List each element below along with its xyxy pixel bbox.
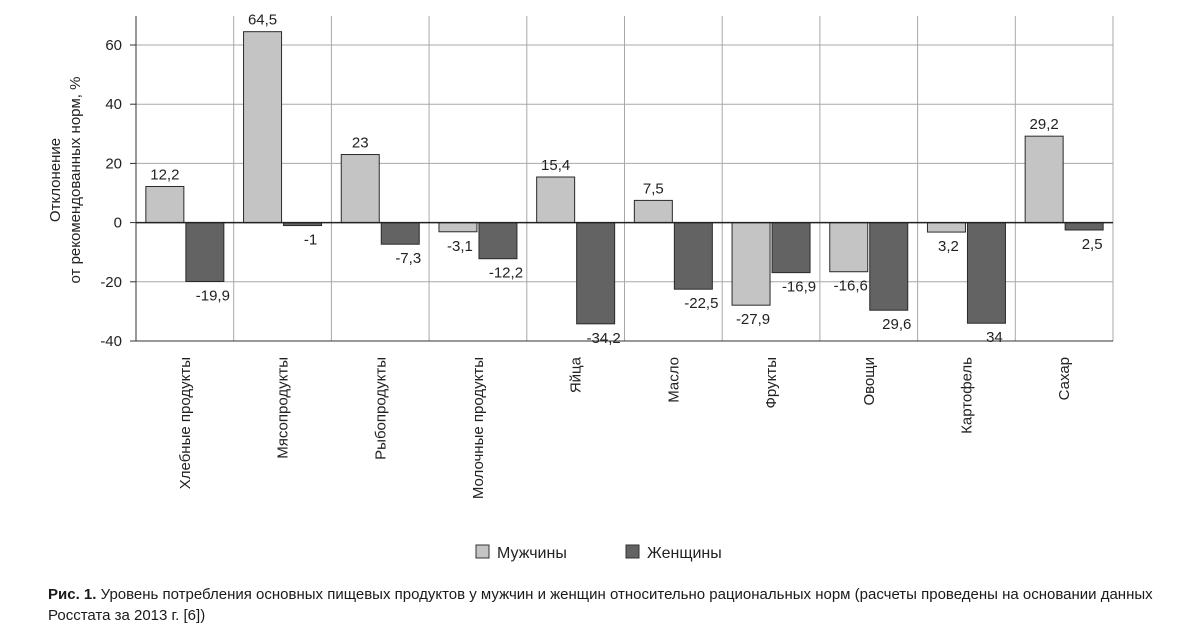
data-label-men: 7,5: [643, 180, 664, 197]
y-tick-label: 0: [114, 215, 122, 232]
data-label-men: -16,6: [834, 278, 868, 295]
data-label-men: 23: [352, 135, 369, 152]
data-labels: 12,2 64,5 23 -3,1 15,4 7,5 -27,9 -16,6 3,2 29,2 -1…: [150, 12, 1102, 347]
x-category-label: Молочные продукты: [470, 357, 487, 499]
bar-women: [673, 222, 713, 290]
bar-men: [731, 222, 771, 306]
data-label-women: -7,3: [395, 250, 421, 267]
x-category-label: Сахар: [1056, 357, 1073, 400]
data-label-men: 29,2: [1030, 116, 1059, 133]
data-label-men: 64,5: [248, 12, 277, 29]
legend: Мужчины Женщины: [475, 544, 722, 562]
bar-women: [1064, 222, 1104, 231]
bar-women: [771, 222, 811, 274]
figure-caption: Рис. 1. Уровень потребления основных пищ…: [48, 584, 1168, 626]
bar-men: [829, 222, 869, 273]
caption-text: Уровень потребления основных пищевых про…: [48, 586, 1153, 624]
axes: -40 -20 0 20 40 60 Хлебные продукты Мясопродукт…: [100, 16, 1113, 499]
data-label-men: 15,4: [541, 157, 570, 174]
bars: [145, 31, 1104, 325]
x-category-label: Фрукты: [763, 357, 780, 408]
bar-women: [185, 222, 225, 283]
legend-label-men: Мужчины: [497, 545, 567, 562]
x-category-label: Мясопродукты: [275, 357, 292, 459]
data-label-men: 3,2: [938, 238, 959, 255]
bar-men: [340, 154, 380, 224]
bar-women: [869, 222, 909, 311]
legend-label-women: Женщины: [647, 545, 722, 562]
x-category-label: Овощи: [861, 357, 878, 406]
gridlines: [136, 16, 1114, 342]
x-category-label: Масло: [665, 357, 682, 403]
y-tick-label: -20: [100, 274, 122, 291]
bar-men: [633, 199, 673, 224]
data-label-men: -3,1: [447, 238, 473, 255]
y-tick-label: 60: [105, 37, 122, 54]
legend-swatch-women: [625, 544, 640, 559]
data-label-women: 29,6: [882, 316, 911, 333]
x-category-label: Рыбопродукты: [372, 357, 389, 460]
y-axis-label: Отклонение от рекомендованных норм, %: [47, 77, 84, 284]
y-tick-label: 40: [105, 96, 122, 113]
bar-men: [926, 222, 966, 233]
bar-women: [966, 222, 1006, 324]
bar-men: [438, 222, 478, 233]
bar-men: [243, 31, 283, 224]
data-label-women: -12,2: [489, 265, 523, 282]
y-axis-label-line2: от рекомендованных норм, %: [67, 77, 84, 284]
data-label-women: -34,2: [587, 330, 621, 347]
x-category-label: Картофель: [958, 357, 975, 434]
data-label-women: -1: [304, 232, 317, 249]
bar-men: [145, 185, 185, 224]
data-label-women: -19,9: [196, 288, 230, 305]
y-tick-label: 20: [105, 155, 122, 172]
bar-women: [576, 222, 616, 325]
y-tick-label: -40: [100, 333, 122, 350]
bar-men: [1024, 135, 1064, 224]
bar-chart: -40 -20 0 20 40 60 Хлебные продукты Мясопродукт…: [47, 12, 1114, 562]
x-category-label: Хлебные продукты: [177, 357, 194, 489]
bar-men: [536, 176, 576, 224]
bar-women: [478, 222, 518, 260]
data-label-women: 2,5: [1082, 236, 1103, 253]
y-axis-label-line1: Отклонение: [47, 138, 64, 222]
data-label-women: -22,5: [684, 295, 718, 312]
legend-swatch-men: [475, 544, 490, 559]
caption-prefix: Рис. 1.: [48, 586, 97, 603]
bar-women: [380, 222, 420, 245]
data-label-women: 34: [986, 329, 1003, 346]
x-category-label: Яйца: [568, 356, 585, 393]
data-label-men: 12,2: [150, 166, 179, 183]
data-label-women: -16,9: [782, 279, 816, 296]
data-label-men: -27,9: [736, 311, 770, 328]
